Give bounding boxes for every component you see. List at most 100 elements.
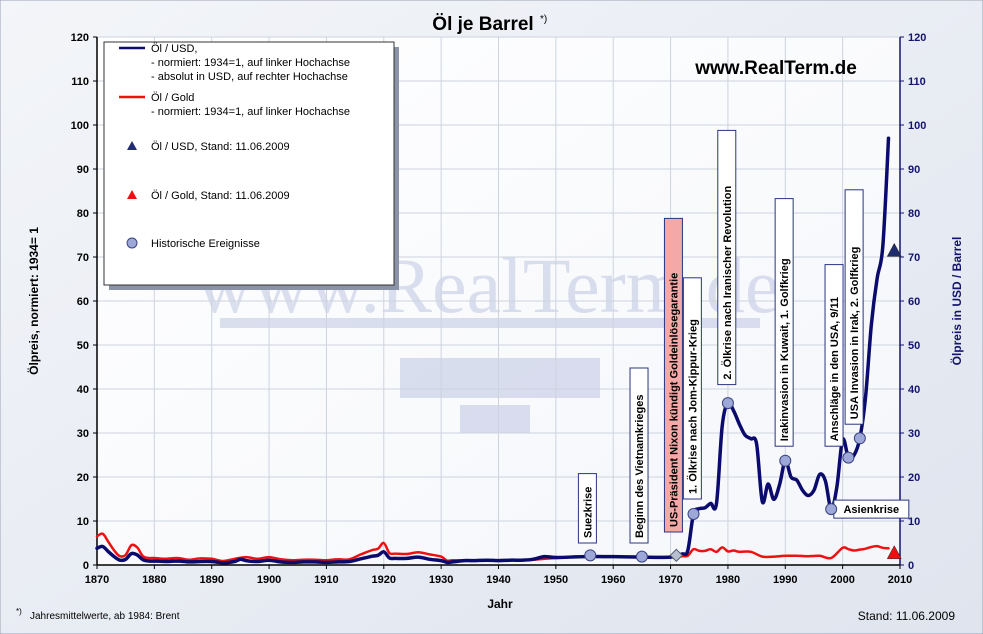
y-tick-label-left: 120 <box>71 32 89 44</box>
event-label: Beginn des Vietnamkrieges <box>634 395 646 538</box>
event-marker <box>825 503 838 516</box>
y-tick-label-left: 60 <box>77 296 89 308</box>
x-tick-label: 1940 <box>486 574 510 586</box>
x-tick-label: 1870 <box>85 574 109 586</box>
axes: 0 0 10 10 20 20 30 30 40 40 50 50 60 60 70 70 80 80 90 90 10… <box>71 32 927 586</box>
y-tick-label-left: 50 <box>77 340 89 352</box>
event-marker <box>779 454 792 467</box>
x-axis-label: Jahr <box>487 597 513 611</box>
legend-box <box>103 41 395 286</box>
y-tick-label-right: 90 <box>908 164 920 176</box>
event-label-box <box>824 264 844 447</box>
event-label: 1. Ölkrise nach Jom-Kippur-Krieg <box>686 319 699 494</box>
event-marker <box>842 451 855 464</box>
brand-url: www.RealTerm.de <box>694 58 857 79</box>
y-tick-label-left: 0 <box>83 560 89 572</box>
y-tick-label-left: 90 <box>77 164 89 176</box>
title-footnote-marker: *) <box>540 14 547 25</box>
chart-title: Öl je Barrel <box>432 14 533 35</box>
watermark-bar <box>460 405 530 433</box>
y-tick-label-right: 30 <box>908 428 920 440</box>
series-layer <box>95 136 891 565</box>
y-tick-label-right: 0 <box>908 560 914 572</box>
event-label-box <box>663 217 683 533</box>
event-marker <box>584 549 597 562</box>
footnote-text: Jahresmittelwerte, ab 1984: Brent <box>30 611 180 622</box>
event-label-box <box>717 129 737 386</box>
y-tick-label-right: 60 <box>908 296 920 308</box>
x-tick-label: 1890 <box>199 574 223 586</box>
event-marker <box>687 507 700 520</box>
series-line-oil-usd <box>95 136 891 565</box>
legend-text: Öl / Gold <box>151 92 194 104</box>
event-label: Anschläge in den USA, 9/11 <box>829 297 841 441</box>
legend-triangle-swatch <box>127 141 137 150</box>
y-tick-label-right: 40 <box>908 384 920 396</box>
legend-text: - absolut in USD, auf rechter Hochachse <box>151 71 348 83</box>
y-tick-label-left: 80 <box>77 208 89 220</box>
current-markers <box>886 242 902 559</box>
x-tick-label: 1960 <box>601 574 625 586</box>
x-tick-label: 1920 <box>372 574 396 586</box>
event-marker <box>669 548 684 563</box>
event-label-box <box>682 277 702 500</box>
event-label: Suezkrise <box>582 487 594 538</box>
x-tick-label: 1930 <box>429 574 453 586</box>
watermark-bar <box>220 318 760 328</box>
event-label-box <box>844 189 864 425</box>
legend: Öl / USD, - normiert: 1934=1, auf linker … <box>103 41 399 290</box>
event-marker <box>721 397 734 410</box>
watermark-bar <box>400 358 600 398</box>
y-axis-label-right: Ölpreis in USD / Barrel <box>949 237 964 366</box>
event-label: 2. Ölkrise nach Iranischer Revolution <box>721 186 734 380</box>
x-tick-label: 1950 <box>544 574 568 586</box>
legend-text: - normiert: 1934=1, auf linker Hochachse <box>151 106 350 118</box>
y-tick-label-left: 10 <box>77 516 89 528</box>
legend-text: Öl / USD, <box>151 43 197 55</box>
event-label-box <box>629 367 649 544</box>
event-marker <box>853 432 866 445</box>
y-tick-label-right: 50 <box>908 340 920 352</box>
x-tick-label: 2000 <box>830 574 854 586</box>
x-tick-label: 2010 <box>888 574 912 586</box>
y-tick-label-left: 40 <box>77 384 89 396</box>
y-tick-label-right: 100 <box>908 120 926 132</box>
y-tick-label-left: 70 <box>77 252 89 264</box>
event-label: Irakinvasion in Kuwait, 1. Golfkrieg <box>779 258 791 441</box>
event-label-box <box>774 198 794 447</box>
y-tick-label-right: 70 <box>908 252 920 264</box>
oil-usd-current-marker <box>886 242 902 257</box>
legend-text: Öl / USD, Stand: 11.06.2009 <box>151 141 290 153</box>
x-tick-label: 1970 <box>658 574 682 586</box>
oil-gold-current-marker <box>886 545 902 559</box>
x-tick-label: 1980 <box>716 574 740 586</box>
legend-triangle-swatch <box>127 190 137 199</box>
y-tick-label-right: 110 <box>908 76 926 88</box>
event-label: US-Präsident Nixon kündigt Goldeinlösega… <box>668 273 680 527</box>
legend-items: Öl / USD, - normiert: 1934=1, auf linker … <box>119 43 350 250</box>
y-tick-label-right: 20 <box>908 472 920 484</box>
event-label: USA Invasion in Irak, 2. Golfkrieg <box>849 247 861 420</box>
y-axis-label-left: Ölpreis, normiert: 1934= 1 <box>26 227 41 375</box>
y-tick-label-left: 100 <box>71 120 89 132</box>
x-tick-label: 1900 <box>257 574 281 586</box>
events-layer: Suezkrise Beginn des Vietnamkrieges US-Prä… <box>577 129 910 563</box>
event-label-box <box>577 473 597 544</box>
y-tick-label-right: 80 <box>908 208 920 220</box>
y-tick-label-right: 10 <box>908 516 920 528</box>
y-tick-label-right: 120 <box>908 32 926 44</box>
y-tick-label-left: 30 <box>77 428 89 440</box>
legend-circle-swatch <box>126 237 138 249</box>
x-tick-label: 1990 <box>773 574 797 586</box>
legend-text: Öl / Gold, Stand: 11.06.2009 <box>151 190 290 202</box>
stand-date: Stand: 11.06.2009 <box>858 609 956 623</box>
footnote-marker: *) <box>16 607 22 616</box>
y-tick-label-left: 20 <box>77 472 89 484</box>
x-tick-label: 1880 <box>142 574 166 586</box>
y-tick-label-left: 110 <box>71 76 89 88</box>
legend-text: Historische Ereignisse <box>151 238 260 250</box>
series-line-oil-gold <box>95 532 890 563</box>
event-label: Asienkrise <box>843 504 899 516</box>
